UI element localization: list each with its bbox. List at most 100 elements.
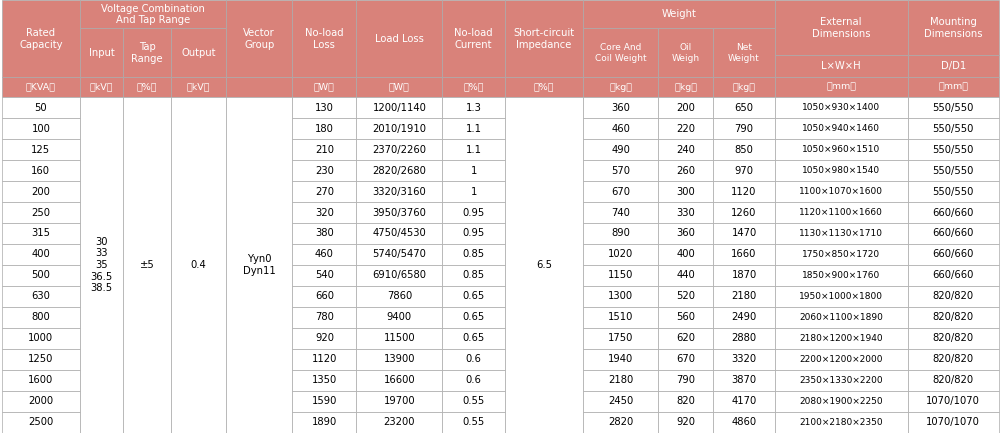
Bar [713,29,775,77]
Text: Yyn0
Dyn11: Yyn0 Dyn11 [243,254,276,276]
Bar [908,328,999,349]
Text: 250: 250 [31,207,50,217]
Text: 0.6: 0.6 [466,375,482,385]
Bar [658,77,713,97]
Bar [583,29,658,77]
Text: No-load
Loss: No-load Loss [305,28,344,50]
Text: （mm）: （mm） [826,83,856,92]
Bar [505,97,583,433]
Bar [2,223,80,244]
Text: 4750/4530: 4750/4530 [372,229,426,239]
Bar [713,77,775,97]
Bar [775,97,908,118]
Text: ±5: ±5 [140,260,155,270]
Text: 550/550: 550/550 [933,187,974,197]
Bar [713,307,775,328]
Text: （W）: （W） [314,83,335,92]
Bar [356,160,442,181]
Text: 1590: 1590 [312,396,337,406]
Bar [713,181,775,202]
Bar [775,265,908,286]
Text: 0.85: 0.85 [463,270,485,281]
Bar [658,202,713,223]
Bar [908,391,999,412]
Bar [658,412,713,433]
Bar [583,160,658,181]
Bar [713,97,775,118]
Text: 1020: 1020 [608,249,633,259]
Text: 500: 500 [31,270,50,281]
Text: （%）: （%） [137,83,157,92]
Bar [908,412,999,433]
Text: 1750: 1750 [608,333,633,343]
Text: 550/550: 550/550 [933,103,974,113]
Text: 920: 920 [676,417,695,427]
Bar [775,244,908,265]
Text: 2490: 2490 [731,312,757,322]
Bar [356,202,442,223]
Bar [442,97,505,118]
Text: 6.5: 6.5 [536,260,552,270]
Text: （%）: （%） [463,83,484,92]
Text: Weight: Weight [661,10,696,19]
Text: 200: 200 [31,187,50,197]
Bar [356,77,442,97]
Bar [908,160,999,181]
Text: 11500: 11500 [384,333,415,343]
Text: 820/820: 820/820 [933,375,974,385]
Text: （KVA）: （KVA） [26,83,56,92]
Text: 220: 220 [676,124,695,134]
Bar [356,307,442,328]
Bar [908,55,999,77]
Text: 970: 970 [735,165,754,176]
Bar [292,77,356,97]
Text: 1050×940×1460: 1050×940×1460 [802,124,880,133]
Text: 0.65: 0.65 [463,312,485,322]
Text: 1300: 1300 [608,291,633,301]
Text: Vector
Group: Vector Group [243,28,275,50]
Bar [123,77,171,97]
Text: 1200/1140: 1200/1140 [372,103,426,113]
Text: 1660: 1660 [731,249,757,259]
Bar [442,286,505,307]
Bar [292,412,356,433]
Bar [442,181,505,202]
Text: 1350: 1350 [312,375,337,385]
Text: 2180×1200×1940: 2180×1200×1940 [799,334,883,343]
Text: 2100×2180×2350: 2100×2180×2350 [799,417,883,427]
Text: 890: 890 [611,229,630,239]
Text: 1: 1 [470,187,477,197]
Bar [908,349,999,370]
Bar [505,0,583,77]
Text: 260: 260 [676,165,695,176]
Text: 230: 230 [315,165,334,176]
Bar [713,349,775,370]
Bar [226,97,292,433]
Text: 400: 400 [31,249,50,259]
Bar [2,286,80,307]
Text: 1890: 1890 [312,417,337,427]
Text: （kg）: （kg） [609,83,632,92]
Text: 5740/5470: 5740/5470 [372,249,426,259]
Text: 2450: 2450 [608,396,633,406]
Text: 1600: 1600 [28,375,53,385]
Text: 1120: 1120 [731,187,757,197]
Bar [2,139,80,160]
Text: 6910/6580: 6910/6580 [372,270,426,281]
Text: 1070/1070: 1070/1070 [926,417,980,427]
Bar [583,412,658,433]
Text: 23200: 23200 [384,417,415,427]
Text: 1050×980×1540: 1050×980×1540 [802,166,880,175]
Bar [908,202,999,223]
Text: 920: 920 [315,333,334,343]
Bar [356,265,442,286]
Text: 0.65: 0.65 [463,291,485,301]
Bar [713,412,775,433]
Bar [2,244,80,265]
Text: 1260: 1260 [731,207,757,217]
Bar [442,118,505,139]
Bar [292,370,356,391]
Bar [713,265,775,286]
Bar [292,244,356,265]
Text: 2180: 2180 [731,291,757,301]
